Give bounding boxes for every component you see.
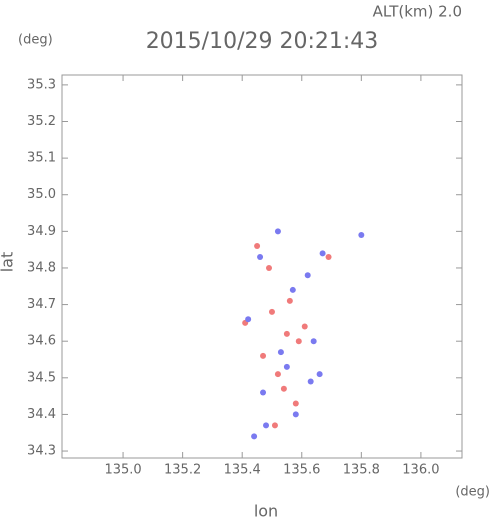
x-tick-label: 135.0: [104, 463, 141, 478]
y-tick-label: 34.8: [27, 260, 56, 275]
echo-point: [307, 378, 314, 385]
y-tick-label: 34.3: [27, 444, 56, 459]
echo-point: [316, 371, 323, 378]
chart-title: 2015/10/29 20:21:43: [146, 29, 379, 54]
echo-point: [286, 297, 293, 304]
echo-point: [268, 308, 275, 315]
echo-point: [277, 349, 284, 356]
y-axis-label: lat: [0, 252, 17, 273]
y-tick-label: 34.7: [27, 297, 56, 312]
echo-point: [292, 411, 299, 418]
y-unit: (deg): [18, 33, 53, 48]
echo-point: [274, 371, 281, 378]
echo-point: [260, 352, 267, 359]
x-tick-label: 135.6: [283, 463, 320, 478]
echo-point: [295, 338, 302, 345]
echo-point: [304, 272, 311, 279]
x-tick-label: 135.8: [343, 463, 380, 478]
echo-point: [301, 323, 308, 330]
y-tick-label: 35.2: [27, 114, 56, 129]
echo-point: [319, 250, 326, 257]
echo-point: [280, 385, 287, 392]
echo-point: [289, 286, 296, 293]
y-tick-label: 34.6: [27, 334, 56, 349]
y-tick-label: 35.1: [27, 151, 56, 166]
plot-frame: [61, 74, 463, 459]
x-axis-label: lon: [254, 502, 278, 521]
x-tick-label: 135.4: [224, 463, 261, 478]
echo-point: [254, 242, 261, 249]
echo-point: [310, 338, 317, 345]
echo-point: [358, 232, 365, 239]
y-tick-label: 35.3: [27, 77, 56, 92]
x-unit: (deg): [455, 485, 490, 500]
echo-point: [292, 400, 299, 407]
y-tick-label: 35.0: [27, 187, 56, 202]
echo-point: [283, 330, 290, 337]
chart-subtitle: ALT(km) 2.0: [373, 3, 462, 21]
echo-point: [325, 253, 332, 260]
y-tick-label: 34.5: [27, 370, 56, 385]
echo-point: [260, 389, 267, 396]
x-tick-label: 136.0: [402, 463, 439, 478]
y-tick-label: 34.4: [27, 407, 56, 422]
echo-point: [274, 228, 281, 235]
echo-point: [257, 253, 264, 260]
echo-point: [245, 316, 252, 323]
y-tick-label: 34.9: [27, 224, 56, 239]
x-tick-label: 135.2: [164, 463, 201, 478]
echo-point: [263, 422, 270, 429]
echo-point: [271, 422, 278, 429]
echo-point: [283, 363, 290, 370]
echo-point: [265, 264, 272, 271]
echo-point: [251, 433, 258, 440]
